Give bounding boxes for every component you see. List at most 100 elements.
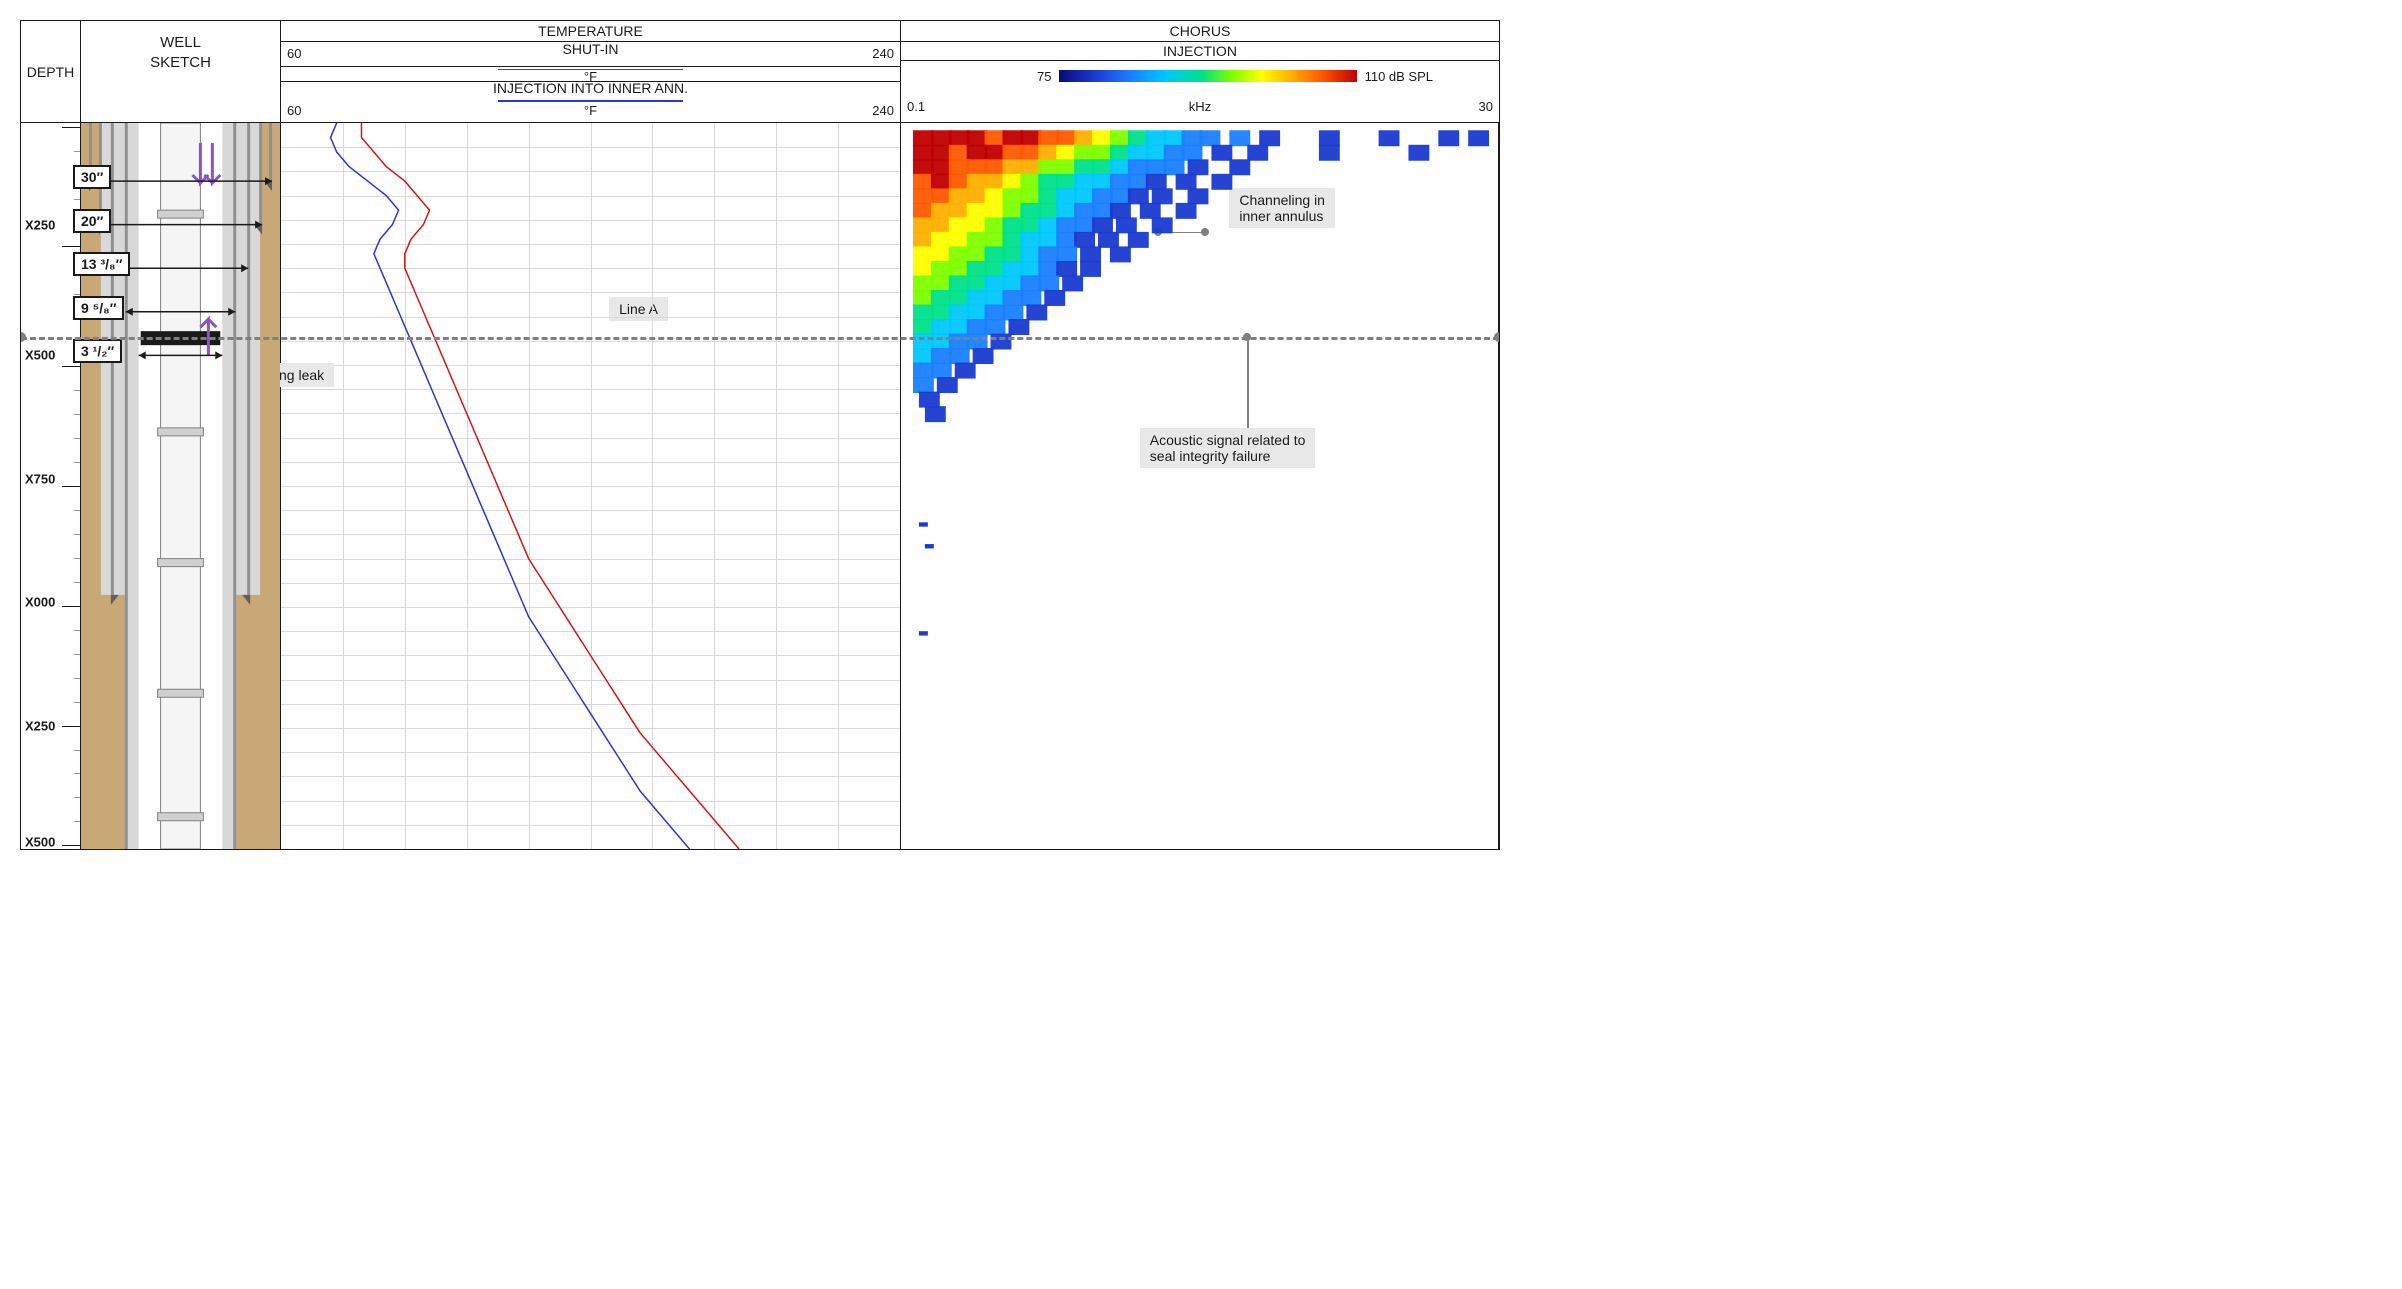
tracks: X250X500X750X000X250X500 30″20″13 ³/₈″9 … (21, 123, 1499, 849)
grid-line (281, 631, 900, 632)
shut-in-min: 60 (287, 46, 301, 61)
grid-line (281, 752, 900, 753)
depth-tick (74, 510, 80, 511)
casing-size-label: 13 ³/₈″ (73, 252, 130, 276)
depth-tick (62, 845, 80, 846)
grid-line (281, 655, 900, 656)
casing-size-label: 3 ¹/₂″ (73, 339, 122, 363)
casing-leak-annotation: Casing leak (241, 363, 334, 387)
depth-tick (74, 750, 80, 751)
chorus-x-scale: 0.1 kHz 30 (901, 92, 1499, 123)
grid-line (281, 801, 900, 802)
grid-line (281, 365, 900, 366)
well-log-plot: DEPTH WELL SKETCH TEMPERATURE 60 SHUT-IN… (20, 20, 1500, 850)
depth-tick (74, 534, 80, 535)
depth-tick (62, 366, 80, 367)
acoustic-leader (1247, 337, 1249, 428)
header-row: DEPTH WELL SKETCH TEMPERATURE 60 SHUT-IN… (21, 21, 1499, 123)
depth-tick (74, 678, 80, 679)
grid-line (281, 680, 900, 681)
grid-line (281, 704, 900, 705)
temperature-header: TEMPERATURE 60 SHUT-IN 240 °F INJECTION … (281, 21, 901, 122)
temperature-title: TEMPERATURE (281, 21, 900, 42)
depth-tick (74, 582, 80, 583)
chorus-xmin: 0.1 (907, 99, 925, 114)
depth-header: DEPTH (21, 21, 81, 122)
grid-line (281, 317, 900, 318)
depth-tick (62, 127, 80, 128)
depth-tick (74, 702, 80, 703)
line-a-dot-right (1494, 332, 1499, 342)
grid-line (281, 462, 900, 463)
grid-line (281, 534, 900, 535)
depth-tick (62, 606, 80, 607)
casing-size-label: 9 ⁵/₈″ (73, 296, 124, 320)
grid-line (281, 486, 900, 487)
casing-size-label: 20″ (73, 209, 111, 233)
depth-tick (74, 199, 80, 200)
line-a-label: Line A (609, 297, 668, 321)
chorus-unit: kHz (1189, 99, 1211, 114)
depth-tick (74, 462, 80, 463)
grid-line (281, 171, 900, 172)
injection-name: INJECTION INTO INNER ANN. (493, 80, 688, 96)
depth-label: X250 (25, 217, 55, 232)
grid-line (281, 268, 900, 269)
acoustic-annotation: Acoustic signal related to seal integrit… (1140, 428, 1316, 468)
depth-tick (74, 414, 80, 415)
depth-tick (62, 246, 80, 247)
depth-tick (74, 797, 80, 798)
grid-line (281, 196, 900, 197)
depth-label: X500 (25, 348, 55, 363)
channeling-dot-target (1154, 228, 1162, 236)
chorus-cb-min: 75 (1037, 69, 1051, 84)
chorus-header: CHORUS INJECTION 75 110 dB SPL 0.1 kHz 3… (901, 21, 1499, 122)
depth-tick (74, 558, 80, 559)
grid-line (281, 583, 900, 584)
chorus-xmax: 30 (1479, 99, 1493, 114)
grid-line (281, 607, 900, 608)
chorus-colorbar (1059, 70, 1356, 82)
injection-min: 60 (287, 103, 301, 118)
sketch-header: WELL SKETCH (81, 21, 281, 122)
depth-label: X000 (25, 595, 55, 610)
line-a-marker (21, 337, 1499, 340)
chorus-track: Channeling in inner annulus Acoustic sig… (901, 123, 1499, 849)
depth-tick (62, 726, 80, 727)
chorus-cb-max: 110 dB SPL (1365, 69, 1433, 84)
injection-unit: °F (584, 103, 597, 118)
channeling-annotation: Channeling in inner annulus (1229, 188, 1335, 228)
grid-line (281, 438, 900, 439)
well-sketch-track: 30″20″13 ³/₈″9 ⁵/₈″3 ¹/₂″ (81, 123, 281, 849)
temperature-track: Line A (281, 123, 901, 849)
depth-tick (74, 654, 80, 655)
grid-line (281, 728, 900, 729)
grid-line (281, 292, 900, 293)
injection-line (498, 100, 684, 102)
shut-in-scale: 60 SHUT-IN 240 (281, 42, 900, 67)
depth-tick (74, 151, 80, 152)
depth-label: X750 (25, 471, 55, 486)
depth-track: X250X500X750X000X250X500 (21, 123, 81, 849)
chorus-title: CHORUS (901, 21, 1499, 42)
injection-max: 240 (872, 103, 894, 118)
grid-line (281, 510, 900, 511)
shut-in-name: SHUT-IN (563, 41, 619, 57)
shut-in-max: 240 (872, 46, 894, 61)
depth-tick (74, 438, 80, 439)
depth-label: X250 (25, 718, 55, 733)
casing-leak-leader (206, 337, 208, 373)
grid-line (281, 825, 900, 826)
grid-line (281, 244, 900, 245)
channeling-leader-h (1158, 232, 1206, 234)
depth-tick (74, 390, 80, 391)
injection-scale: INJECTION INTO INNER ANN. (281, 82, 900, 99)
grid-line (281, 220, 900, 221)
casing-leak-leader-h (206, 373, 241, 375)
grid-line (281, 559, 900, 560)
depth-header-label: DEPTH (27, 64, 74, 80)
grid-line (281, 413, 900, 414)
chorus-sub: INJECTION (901, 42, 1499, 61)
grid-line (281, 147, 900, 148)
grid-line (281, 776, 900, 777)
